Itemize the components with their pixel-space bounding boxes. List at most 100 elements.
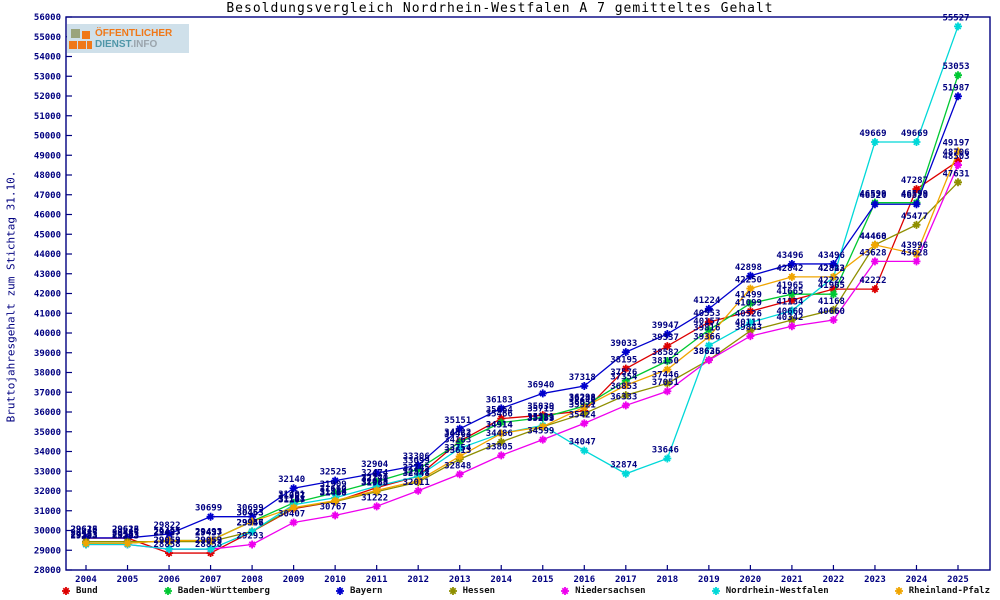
data-point-marker[interactable] [82,539,90,548]
data-point-marker[interactable] [829,272,838,281]
data-point-marker[interactable] [954,147,962,156]
data-point-marker[interactable] [663,342,672,351]
data-point-marker[interactable] [746,318,755,327]
data-point-marker[interactable] [746,299,755,308]
data-point-marker[interactable] [206,545,215,554]
data-point-marker[interactable] [455,438,464,447]
data-point-marker[interactable] [621,381,630,390]
data-point-marker[interactable] [580,381,589,390]
data-point-marker[interactable] [455,444,464,453]
data-point-marker[interactable] [580,403,589,412]
data-point-marker[interactable] [497,451,506,460]
legend-item-Rheinland-Pfalz[interactable]: Rheinland-Pfalz [893,585,990,597]
data-point-marker[interactable] [912,185,921,194]
data-point-marker[interactable] [663,379,672,388]
data-point-marker[interactable] [912,257,921,266]
data-point-marker[interactable] [621,348,630,357]
data-point-marker[interactable] [663,387,672,396]
data-point-marker[interactable] [621,364,630,373]
data-point-marker[interactable] [829,290,838,299]
data-point-marker[interactable] [331,476,340,485]
data-point-marker[interactable] [414,472,423,481]
data-point-marker[interactable] [621,469,630,478]
data-point-marker[interactable] [580,409,589,418]
data-point-marker[interactable] [414,465,423,474]
data-point-marker[interactable] [372,477,381,486]
data-point-marker[interactable] [414,476,423,485]
data-point-marker[interactable] [704,304,713,313]
data-point-marker[interactable] [912,220,921,229]
data-point-marker[interactable] [123,539,132,548]
data-point-marker[interactable] [704,325,713,334]
data-point-marker[interactable] [787,322,796,331]
data-point-marker[interactable] [787,259,796,268]
data-point-marker[interactable] [165,536,174,545]
data-point-marker[interactable] [704,332,713,341]
data-point-marker[interactable] [954,22,962,31]
data-point-marker[interactable] [497,429,506,438]
data-point-marker[interactable] [372,469,381,478]
data-point-marker[interactable] [746,326,755,335]
data-point-marker[interactable] [829,285,838,294]
data-point-marker[interactable] [663,330,672,339]
oeffentlicher-dienst-logo[interactable]: ÖFFENTLICHER DIENST.INFO [67,24,189,53]
data-point-marker[interactable] [248,527,257,536]
data-point-marker[interactable] [621,401,630,410]
data-point-marker[interactable] [455,452,464,461]
data-point-marker[interactable] [954,161,962,170]
data-point-marker[interactable] [248,540,257,549]
data-point-marker[interactable] [787,315,796,324]
data-point-marker[interactable] [580,419,589,428]
data-point-marker[interactable] [538,413,547,422]
data-point-marker[interactable] [331,496,340,505]
data-point-marker[interactable] [289,484,298,493]
data-point-marker[interactable] [372,486,381,495]
data-point-marker[interactable] [289,503,298,512]
data-point-marker[interactable] [497,404,506,413]
data-point-marker[interactable] [621,391,630,400]
data-point-marker[interactable] [704,318,713,327]
data-point-marker[interactable] [746,284,755,293]
data-point-marker[interactable] [663,454,672,463]
data-point-marker[interactable] [870,285,879,294]
legend-item-Niedersachsen[interactable]: Niedersachsen [559,585,646,597]
data-point-marker[interactable] [746,307,755,316]
data-point-marker[interactable] [787,272,796,281]
data-point-marker[interactable] [621,376,630,385]
data-point-marker[interactable] [912,250,921,259]
data-point-marker[interactable] [912,138,921,147]
data-point-marker[interactable] [538,389,547,398]
data-point-marker[interactable] [414,486,423,495]
legend-item-Nordrhein-Westfalen[interactable]: Nordrhein-Westfalen [710,585,829,597]
data-point-marker[interactable] [787,290,796,299]
data-point-marker[interactable] [580,446,589,455]
data-point-marker[interactable] [787,306,796,315]
data-point-marker[interactable] [414,461,423,470]
data-point-marker[interactable] [455,424,464,433]
data-point-marker[interactable] [954,178,962,187]
data-point-marker[interactable] [746,271,755,280]
data-point-marker[interactable] [206,512,215,521]
data-point-marker[interactable] [954,92,962,101]
data-point-marker[interactable] [165,545,174,554]
data-point-marker[interactable] [746,332,755,341]
data-point-marker[interactable] [954,71,962,80]
data-point-marker[interactable] [165,530,174,539]
data-point-marker[interactable] [829,315,838,324]
data-point-marker[interactable] [870,200,879,209]
data-point-marker[interactable] [704,356,713,365]
data-point-marker[interactable] [206,536,215,545]
data-point-marker[interactable] [331,511,340,520]
data-point-marker[interactable] [372,482,381,491]
data-point-marker[interactable] [663,365,672,374]
data-point-marker[interactable] [455,470,464,479]
data-point-marker[interactable] [912,200,921,209]
data-point-marker[interactable] [663,357,672,366]
legend-item-Bund[interactable]: Bund [60,585,98,597]
data-point-marker[interactable] [497,437,506,446]
data-point-marker[interactable] [787,296,796,305]
data-point-marker[interactable] [248,512,257,521]
legend-item-Hessen[interactable]: Hessen [447,585,495,597]
data-point-marker[interactable] [289,518,298,527]
legend-item-Bayern[interactable]: Bayern [334,585,382,597]
